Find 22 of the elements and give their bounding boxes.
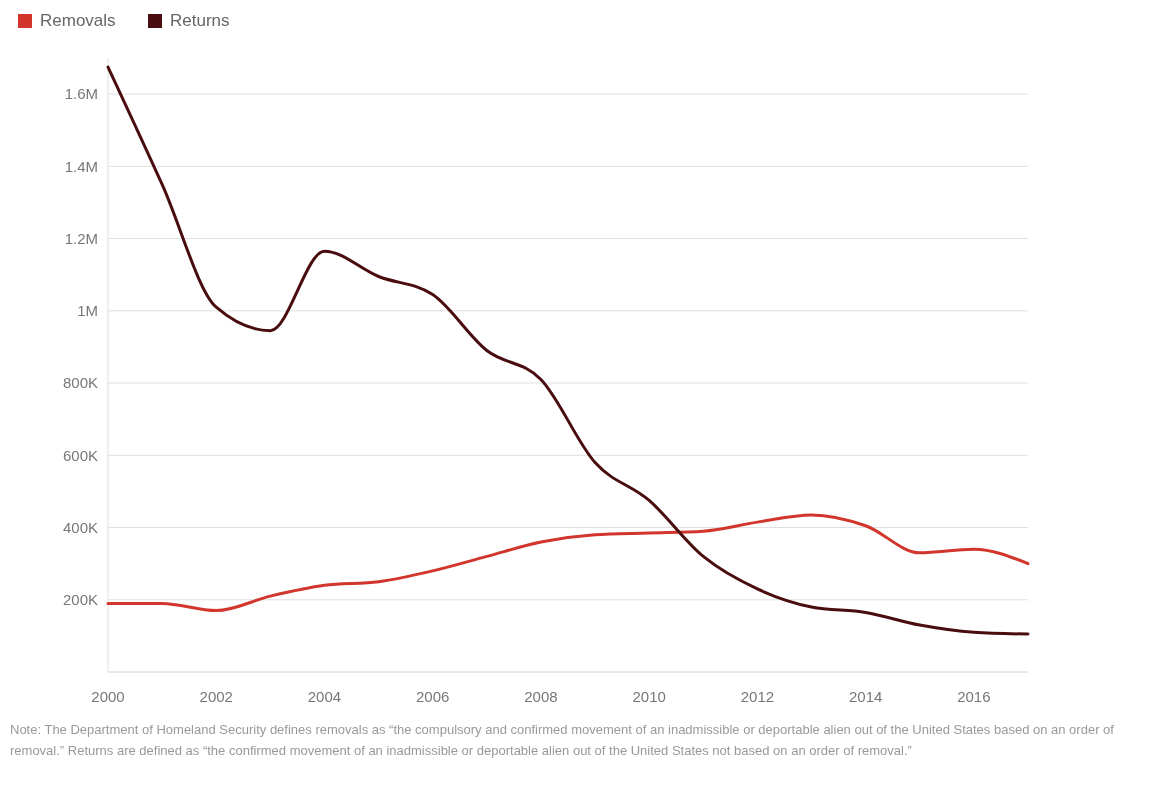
y-tick-label: 1.6M: [64, 85, 98, 103]
x-tick-label: 2012: [740, 688, 775, 705]
y-tick-label: 800K: [62, 374, 98, 392]
line-series: [106, 65, 1030, 636]
y-tick-label: 600K: [62, 446, 98, 464]
y-tick-label: 400K: [62, 518, 98, 536]
x-tick-label: 2008: [524, 688, 558, 705]
legend-label: Returns: [170, 11, 230, 30]
legend-label: Removals: [40, 11, 116, 30]
y-tick-label: 1.2M: [64, 229, 98, 247]
x-tick-label: 2004: [307, 688, 342, 705]
x-tick-label: 2010: [632, 688, 666, 705]
y-tick-label: 1M: [77, 302, 98, 320]
x-tick-label: 2006: [416, 688, 450, 705]
x-tick-label: 2000: [91, 688, 125, 705]
y-tick-label: 1.4M: [64, 157, 98, 175]
line-series: [106, 513, 1030, 613]
y-tick-label: 200K: [62, 591, 98, 609]
x-tick-label: 2002: [199, 688, 233, 705]
x-tick-label: 2016: [957, 688, 991, 705]
x-tick-label: 2014: [848, 688, 883, 705]
text: Note: The Department of Homeland Security defines removals as “the compulsory and confirmed movement of an inadmissible or deportable alien out of the United States based on an order of removal.” Returns are defined as “the confirmed movement of an inadmissible or deportable alien out of the United States not based on an order of removal.”: [10, 721, 1115, 760]
